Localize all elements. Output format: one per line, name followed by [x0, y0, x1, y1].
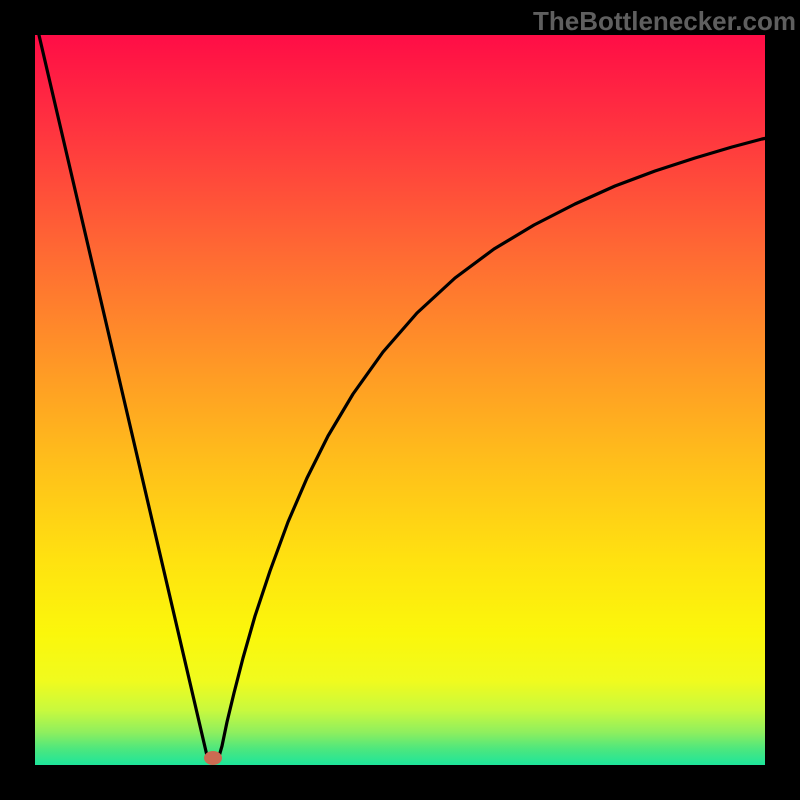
plot-area [35, 35, 765, 765]
chart-stage: TheBottlenecker.com [0, 0, 800, 800]
curve-right-branch [218, 138, 767, 760]
curve-layer [0, 0, 800, 800]
curve-left-branch [35, 18, 208, 760]
min-marker [204, 751, 222, 765]
watermark-text: TheBottlenecker.com [533, 6, 796, 37]
